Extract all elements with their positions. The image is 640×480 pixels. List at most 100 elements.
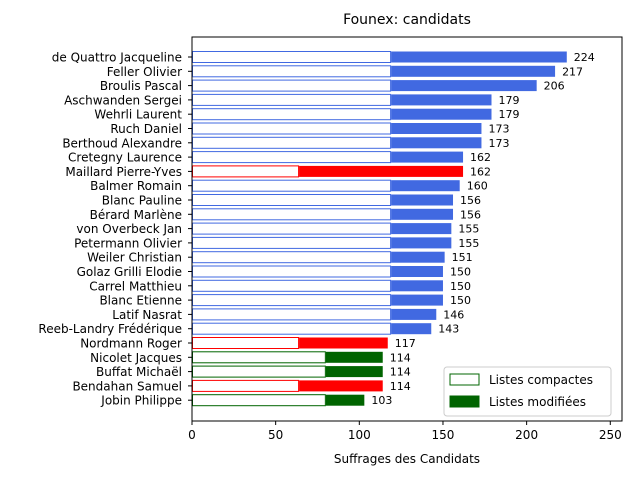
y-tick-label: Maillard Pierre-Yves: [65, 165, 182, 179]
bar-compactes: [192, 51, 392, 63]
value-label: 155: [458, 237, 479, 250]
bar-compactes: [192, 251, 392, 264]
bar-compactes: [192, 65, 392, 78]
bar-compactes: [192, 194, 392, 206]
y-tick-label: Carrel Matthieu: [89, 279, 182, 293]
y-tick-label: de Quattro Jacqueline: [52, 51, 182, 65]
bar-compactes: [192, 322, 392, 335]
y-tick-label: Reeb-Landry Frédérique: [38, 322, 182, 336]
bar-modifiees: [299, 337, 388, 349]
x-tick-label: 200: [515, 428, 538, 442]
value-label: 173: [488, 123, 509, 136]
bar-modifiees: [391, 280, 443, 292]
y-tick-label: Berthoud Alexandre: [62, 136, 182, 150]
y-tick-label: Balmer Romain: [90, 179, 182, 193]
bar-modifiees: [325, 366, 383, 378]
bar-modifiees: [391, 323, 432, 335]
bar-modifiees: [391, 266, 443, 277]
bar-modifiees: [391, 208, 454, 220]
value-label: 217: [562, 65, 583, 78]
value-label: 151: [452, 251, 473, 264]
bar-compactes: [192, 351, 326, 364]
value-label: 150: [450, 294, 471, 307]
value-label: 162: [470, 151, 491, 164]
bar-compactes: [192, 93, 392, 106]
bar-compactes: [192, 208, 392, 221]
bar-compactes: [192, 222, 392, 235]
value-label: 155: [458, 223, 479, 236]
value-label: 162: [470, 165, 491, 178]
y-tick-label: Weiler Christian: [87, 251, 182, 265]
bar-compactes: [192, 236, 392, 249]
bar-modifiees: [325, 394, 365, 406]
bars-layer: [192, 51, 567, 407]
y-tick-label: Bendahan Samuel: [72, 379, 182, 393]
y-tick-label: Wehrli Laurent: [94, 108, 182, 122]
bar-compactes: [192, 279, 392, 292]
value-label: 150: [450, 280, 471, 293]
value-labels: 2242172061791791731731621621601561561551…: [371, 51, 594, 407]
bar-modifiees: [391, 294, 443, 306]
y-tick-label: Latif Nasrat: [112, 308, 182, 322]
value-label: 156: [460, 208, 481, 221]
legend-label-modifiees: Listes modifiées: [489, 395, 586, 409]
y-tick-label: Bérard Marlène: [90, 208, 182, 222]
bar-compactes: [192, 365, 326, 378]
value-label: 114: [390, 366, 411, 379]
bar-modifiees: [391, 137, 482, 149]
legend-box: [443, 366, 612, 417]
value-label: 146: [443, 308, 464, 321]
bar-compactes: [192, 379, 300, 392]
bar-modifiees: [391, 308, 437, 320]
bar-modifiees: [391, 65, 556, 77]
bar-compactes: [192, 337, 300, 349]
y-tick-label: Aschwanden Sergei: [64, 93, 182, 107]
y-tick-label: Broulis Pascal: [100, 79, 182, 93]
y-tick-label: Feller Olivier: [107, 65, 182, 79]
value-label: 206: [544, 80, 565, 93]
value-label: 173: [488, 137, 509, 150]
bar-modifiees: [391, 108, 492, 120]
x-tick-label: 250: [599, 428, 622, 442]
bar-compactes: [192, 165, 300, 178]
bar-modifiees: [391, 223, 452, 235]
x-axis-ticks: 0 50 100 150 200 250: [188, 421, 622, 442]
bar-compactes: [192, 151, 392, 164]
bar-modifiees: [391, 80, 537, 92]
bar-modifiees: [325, 351, 383, 363]
bar-modifiees: [299, 165, 464, 177]
legend: Listes compactes Listes modifiées: [443, 366, 612, 417]
value-label: 117: [395, 337, 416, 350]
value-label: 156: [460, 194, 481, 207]
value-label: 179: [498, 108, 519, 121]
x-tick-label: 100: [348, 428, 371, 442]
bar-compactes: [192, 108, 392, 121]
bar-modifiees: [391, 51, 567, 63]
value-label: 150: [450, 266, 471, 279]
value-label: 224: [574, 51, 595, 64]
x-tick-label: 0: [188, 428, 196, 442]
value-label: 114: [390, 351, 411, 364]
bar-compactes: [192, 308, 392, 321]
bar-modifiees: [391, 194, 454, 206]
bar-modifiees: [299, 380, 383, 392]
x-tick-label: 50: [268, 428, 283, 442]
bar-modifiees: [391, 151, 464, 163]
y-tick-label: Jobin Philippe: [100, 394, 182, 408]
legend-swatch-compactes: [449, 373, 480, 386]
value-label: 160: [467, 180, 488, 193]
y-tick-label: Buffat Michaël: [96, 365, 182, 379]
bar-compactes: [192, 79, 392, 92]
bar-modifiees: [391, 237, 452, 249]
bar-modifiees: [391, 180, 460, 192]
y-tick-label: Cretegny Laurence: [68, 151, 182, 165]
y-tick-label: Golaz Grilli Elodie: [77, 265, 182, 279]
y-tick-label: Ruch Daniel: [110, 122, 182, 136]
legend-label-compactes: Listes compactes: [489, 373, 593, 387]
y-tick-label: Nicolet Jacques: [90, 351, 182, 365]
value-label: 114: [390, 380, 411, 393]
bar-compactes: [192, 122, 392, 135]
bar-compactes: [192, 265, 392, 278]
